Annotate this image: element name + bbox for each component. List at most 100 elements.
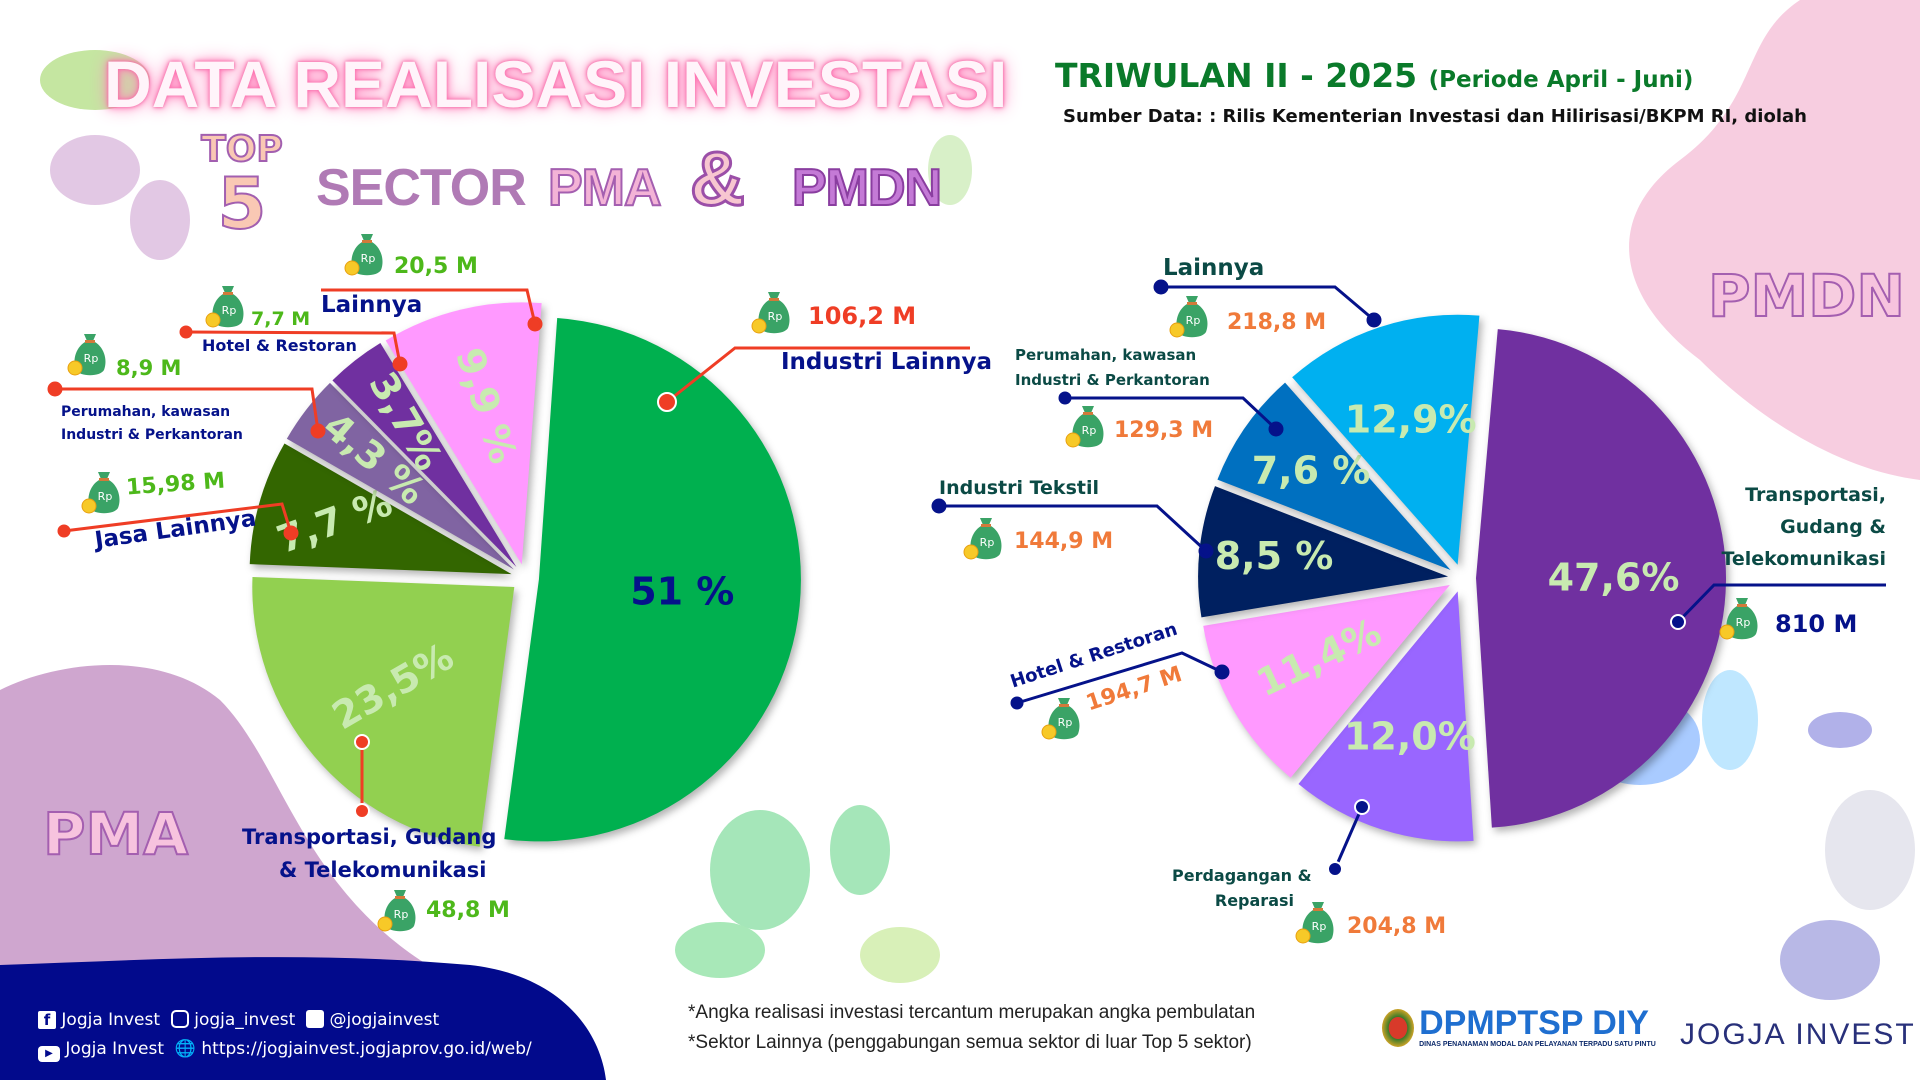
money-bag-icon: Rp xyxy=(962,514,1006,562)
pmdn-perumahan-label-2: Industri & Perkantoran xyxy=(1015,371,1210,389)
pma-lainnya-value: 20,5 M xyxy=(394,254,478,279)
website-link[interactable]: https://jogjainvest.jogjaprov.go.id/web/ xyxy=(201,1039,532,1059)
pmdn-slice-2 xyxy=(1203,584,1450,778)
pma-section-label: PMA xyxy=(42,799,189,869)
pmdn-slice-1 xyxy=(1298,591,1474,842)
money-bag-icon: Rp xyxy=(343,230,387,278)
pma-industri-value: 106,2 M xyxy=(808,302,917,330)
svg-text:Rp: Rp xyxy=(1312,920,1327,933)
svg-text:Rp: Rp xyxy=(1186,314,1201,327)
money-bag-icon: Rp xyxy=(1168,292,1212,340)
money-bag-icon: Rp xyxy=(1040,694,1084,742)
pma-perumahan-value: 8,9 M xyxy=(116,356,182,380)
globe-icon: 🌐 xyxy=(174,1039,196,1059)
jogja-invest-logo: JOGJA INVEST xyxy=(1680,1018,1916,1051)
footer-band xyxy=(0,957,606,1080)
svg-text:Rp: Rp xyxy=(394,908,409,921)
leader-lines xyxy=(47,279,1886,877)
money-bag-icon: Rp xyxy=(66,330,110,378)
pmdn-pct-label: 7,6 % xyxy=(1252,448,1371,492)
svg-text:Rp: Rp xyxy=(98,490,113,503)
pma-pct-label: 51 % xyxy=(630,569,734,613)
pma-heading: PMA xyxy=(547,158,663,218)
pmdn-slice-0 xyxy=(1475,329,1726,828)
pma-slice-0 xyxy=(504,318,801,842)
pma-lainnya-label: Lainnya xyxy=(321,292,423,318)
social-row-2: ▶ Jogja Invest 🌐 https://jogjainvest.jog… xyxy=(38,1039,532,1062)
pmdn-pct-label: 12,0% xyxy=(1344,714,1476,758)
sector-heading: SECTOR xyxy=(316,159,527,217)
money-bag-icon: Rp xyxy=(1294,898,1338,946)
pma-slice-2 xyxy=(249,443,512,575)
pma-hotel-value: 7,7 M xyxy=(251,308,311,330)
social-row-1: f Jogja Invest jogja_invest @jogjainvest xyxy=(38,1010,439,1030)
pmdn-lainnya-value: 218,8 M xyxy=(1227,310,1327,335)
pmdn-transport-value: 810 M xyxy=(1775,610,1858,638)
pmdn-pct-label: 47,6% xyxy=(1548,555,1680,599)
svg-text:Rp: Rp xyxy=(1736,616,1751,629)
twitter-link[interactable]: @jogjainvest xyxy=(329,1010,440,1030)
pma-slice-4 xyxy=(332,343,517,567)
svg-text:Rp: Rp xyxy=(1058,716,1073,729)
dpmptsp-logo: DPMPTSP DIY DINAS PENANAMAN MODAL DAN PE… xyxy=(1382,1005,1656,1048)
svg-text:Rp: Rp xyxy=(361,252,376,265)
top5-badge: TOP 5 xyxy=(186,129,298,247)
pmdn-pct-label: 12,9% xyxy=(1345,398,1477,442)
pmdn-perdagangan-label-2: Reparasi xyxy=(1214,891,1294,910)
pmdn-pct-label: 8,5 % xyxy=(1215,534,1334,578)
dpmptsp-logo-text: DPMPTSP DIY xyxy=(1419,1004,1649,1042)
twitter-icon[interactable] xyxy=(306,1010,325,1028)
crest-icon xyxy=(1382,1009,1414,1047)
pmdn-slice-5 xyxy=(1292,314,1480,565)
pma-slice-5 xyxy=(385,302,542,565)
youtube-link[interactable]: Jogja Invest xyxy=(65,1039,164,1059)
ampersand-heading: & xyxy=(689,136,747,224)
money-bag-icon: Rp xyxy=(204,282,248,330)
page-title: DATA REALISASI INVESTASI xyxy=(104,47,1008,121)
pmdn-slice-3 xyxy=(1198,486,1449,618)
youtube-icon[interactable]: ▶ xyxy=(38,1046,60,1062)
pma-perumahan-label-2: Industri & Perkantoran xyxy=(61,427,243,443)
pma-hotel-label: Hotel & Restoran xyxy=(202,336,357,355)
period-main: TRIWULAN II - 2025 xyxy=(1055,56,1418,95)
pma-slice-1 xyxy=(252,576,515,847)
pmdn-perumahan-value: 129,3 M xyxy=(1114,418,1214,443)
facebook-link[interactable]: Jogja Invest xyxy=(61,1010,160,1030)
pma-transport-label-1: Transportasi, Gudang xyxy=(242,825,497,849)
pmdn-perdagangan-value: 204,8 M xyxy=(1347,914,1447,939)
pmdn-perdagangan-label-1: Perdagangan & xyxy=(1172,866,1312,885)
pmdn-heading: PMDN xyxy=(791,158,943,218)
pma-transport-value: 48,8 M xyxy=(426,898,510,923)
pmdn-transport-label-3: Telekomunikasi xyxy=(1721,548,1886,570)
pmdn-transport-label-2: Gudang & xyxy=(1780,516,1886,538)
period-heading: TRIWULAN II - 2025 (Periode April - Juni… xyxy=(1055,56,1693,95)
footnote-2: *Sektor Lainnya (penggabungan semua sekt… xyxy=(688,1032,1252,1053)
instagram-link[interactable]: jogja_invest xyxy=(194,1010,296,1030)
five-text: 5 xyxy=(217,163,268,245)
money-bag-icon: Rp xyxy=(376,886,420,934)
facebook-icon[interactable]: f xyxy=(38,1011,56,1029)
svg-text:Rp: Rp xyxy=(768,310,783,323)
data-source: Sumber Data: : Rilis Kementerian Investa… xyxy=(1063,106,1807,127)
svg-text:Rp: Rp xyxy=(222,304,237,317)
money-bag-icon: Rp xyxy=(80,468,124,516)
money-bag-icon: Rp xyxy=(750,288,794,336)
period-sub: (Periode April - Juni) xyxy=(1428,67,1694,93)
instagram-icon[interactable] xyxy=(170,1010,189,1028)
money-bag-icon: Rp xyxy=(1718,594,1762,642)
pma-transport-label-2: & Telekomunikasi xyxy=(279,858,487,882)
pmdn-tekstil-value: 144,9 M xyxy=(1014,529,1114,554)
pmdn-transport-label-1: Transportasi, xyxy=(1745,484,1886,506)
pmdn-lainnya-label: Lainnya xyxy=(1163,255,1265,281)
top-text: TOP xyxy=(200,129,284,170)
dpmptsp-logo-subtext: DINAS PENANAMAN MODAL DAN PELAYANAN TERP… xyxy=(1419,1041,1656,1048)
footnote-1: *Angka realisasi investasi tercantum mer… xyxy=(688,1002,1256,1023)
pmdn-tekstil-label: Industri Tekstil xyxy=(939,477,1099,499)
svg-text:Rp: Rp xyxy=(980,536,995,549)
pma-industri-label: Industri Lainnya xyxy=(781,349,993,375)
svg-text:Rp: Rp xyxy=(1082,424,1097,437)
money-bag-icon: Rp xyxy=(1064,402,1108,450)
pma-perumahan-label-1: Perumahan, kawasan xyxy=(61,404,231,420)
pmdn-perumahan-label-1: Perumahan, kawasan xyxy=(1015,346,1197,364)
